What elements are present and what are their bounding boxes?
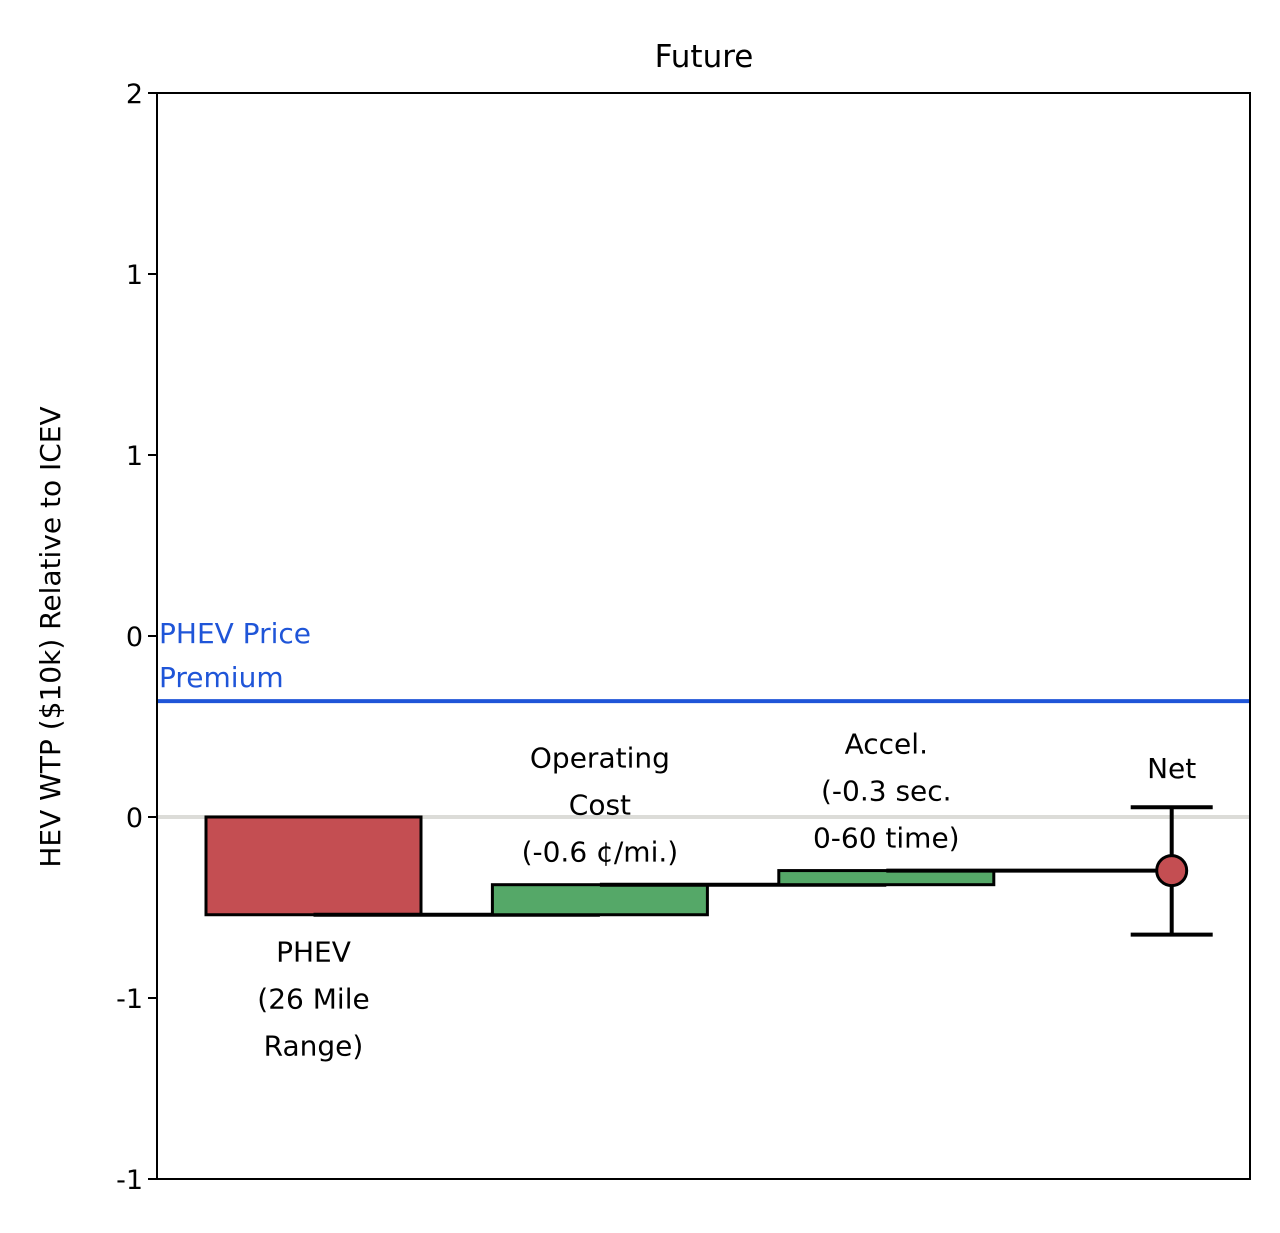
y-axis-label: HEV WTP ($10k) Relative to ICEV: [34, 406, 67, 867]
y-tick-label: 2: [126, 79, 143, 110]
plot-area: 2 1 1 0 0 -1 -1 PHEV Price Premium PHEV (26 Mile Ra…: [116, 79, 1250, 1196]
step-label: Range): [264, 1030, 364, 1063]
price-premium-label: Premium: [159, 661, 284, 694]
waterfall-bar: [777, 869, 996, 887]
step-label: (-0.6 ¢/mi.): [522, 836, 679, 869]
step-label: Cost: [569, 789, 631, 822]
chart-title: Future: [655, 39, 754, 75]
y-tick-label: 1: [126, 260, 143, 291]
step-label: (-0.3 sec.: [821, 775, 952, 808]
step-label: (26 Mile: [257, 983, 369, 1016]
price-premium-label: PHEV Price: [159, 617, 311, 650]
y-tick-label: -1: [116, 984, 143, 1015]
y-tick-label: -1: [116, 1165, 143, 1196]
step-label: Accel.: [845, 728, 928, 761]
step-label: Operating: [530, 742, 670, 775]
waterfall-bar: [204, 815, 423, 917]
y-tick-label: 0: [126, 803, 143, 834]
y-tick-label: 1: [126, 441, 143, 472]
plot-frame: [156, 92, 1251, 1180]
waterfall-bar: [490, 883, 709, 917]
net-label: Net: [1147, 752, 1196, 785]
step-label: PHEV: [276, 936, 351, 969]
y-tick-label: 0: [126, 622, 143, 653]
step-label: 0-60 time): [813, 822, 960, 855]
net-point: [1155, 854, 1189, 888]
